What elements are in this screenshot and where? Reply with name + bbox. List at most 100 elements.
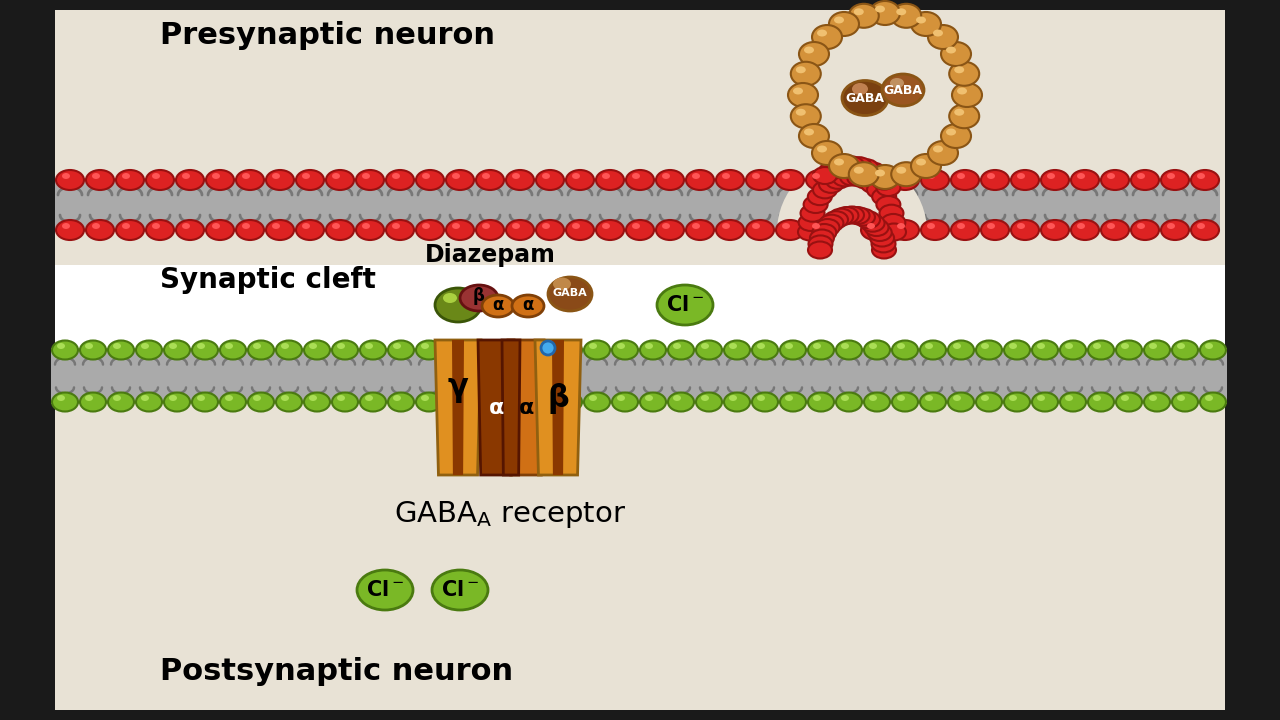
Bar: [695, 348, 723, 404]
Ellipse shape: [696, 341, 722, 359]
Ellipse shape: [248, 341, 274, 359]
Ellipse shape: [452, 223, 460, 229]
Ellipse shape: [483, 173, 490, 179]
Ellipse shape: [337, 343, 346, 349]
Ellipse shape: [785, 343, 794, 349]
Ellipse shape: [800, 204, 824, 222]
Ellipse shape: [1009, 395, 1018, 401]
Ellipse shape: [116, 170, 143, 190]
Ellipse shape: [776, 170, 804, 190]
Text: β: β: [547, 382, 568, 413]
Ellipse shape: [1065, 395, 1073, 401]
Ellipse shape: [305, 392, 330, 412]
Ellipse shape: [177, 170, 204, 190]
Ellipse shape: [812, 223, 820, 229]
Wedge shape: [777, 157, 927, 232]
Ellipse shape: [337, 395, 346, 401]
Ellipse shape: [141, 343, 148, 349]
Ellipse shape: [206, 220, 234, 240]
Ellipse shape: [835, 158, 844, 166]
Ellipse shape: [954, 66, 964, 73]
Ellipse shape: [980, 220, 1009, 240]
Ellipse shape: [556, 341, 582, 359]
Ellipse shape: [813, 395, 820, 401]
Ellipse shape: [108, 341, 134, 359]
Bar: [205, 178, 236, 232]
Ellipse shape: [846, 207, 869, 224]
Ellipse shape: [835, 17, 844, 24]
Text: GABA: GABA: [553, 288, 588, 298]
Ellipse shape: [476, 170, 504, 190]
Ellipse shape: [506, 220, 534, 240]
Ellipse shape: [365, 395, 372, 401]
Ellipse shape: [877, 179, 900, 196]
Ellipse shape: [640, 341, 666, 359]
Ellipse shape: [645, 343, 653, 349]
Ellipse shape: [512, 173, 520, 179]
Ellipse shape: [182, 223, 189, 229]
Ellipse shape: [1172, 341, 1198, 359]
Ellipse shape: [753, 223, 760, 229]
Bar: [294, 178, 325, 232]
Ellipse shape: [780, 392, 806, 412]
Bar: [415, 178, 445, 232]
Ellipse shape: [416, 170, 444, 190]
Ellipse shape: [416, 392, 442, 412]
Text: Cl$^-$: Cl$^-$: [666, 295, 704, 315]
Bar: [891, 348, 919, 404]
Bar: [1130, 178, 1160, 232]
Ellipse shape: [1178, 395, 1185, 401]
Ellipse shape: [730, 343, 737, 349]
Ellipse shape: [536, 170, 564, 190]
Ellipse shape: [841, 343, 849, 349]
Ellipse shape: [980, 170, 1009, 190]
Ellipse shape: [854, 159, 878, 176]
Bar: [445, 178, 475, 232]
Ellipse shape: [332, 223, 340, 229]
Ellipse shape: [730, 395, 737, 401]
Ellipse shape: [722, 173, 730, 179]
Ellipse shape: [815, 219, 840, 236]
Ellipse shape: [867, 181, 891, 199]
Ellipse shape: [332, 341, 358, 359]
Ellipse shape: [416, 220, 444, 240]
Ellipse shape: [1011, 170, 1039, 190]
Ellipse shape: [882, 223, 906, 240]
Ellipse shape: [946, 128, 956, 135]
Ellipse shape: [799, 124, 829, 148]
Ellipse shape: [360, 392, 387, 412]
Ellipse shape: [92, 223, 100, 229]
Ellipse shape: [512, 223, 520, 229]
Ellipse shape: [782, 173, 790, 179]
Bar: [471, 348, 499, 404]
Ellipse shape: [58, 343, 65, 349]
PathPatch shape: [535, 340, 581, 475]
Bar: [805, 178, 835, 232]
Ellipse shape: [169, 343, 177, 349]
Ellipse shape: [589, 395, 596, 401]
Ellipse shape: [596, 170, 625, 190]
Ellipse shape: [1011, 220, 1039, 240]
Ellipse shape: [756, 343, 765, 349]
Ellipse shape: [445, 170, 474, 190]
Bar: [79, 348, 108, 404]
Ellipse shape: [809, 235, 832, 253]
Ellipse shape: [356, 220, 384, 240]
Ellipse shape: [1167, 173, 1175, 179]
Ellipse shape: [212, 223, 220, 229]
Ellipse shape: [872, 173, 896, 189]
Ellipse shape: [253, 395, 261, 401]
Ellipse shape: [954, 395, 961, 401]
Ellipse shape: [1018, 173, 1025, 179]
Ellipse shape: [356, 170, 384, 190]
Ellipse shape: [957, 173, 965, 179]
Ellipse shape: [296, 170, 324, 190]
Ellipse shape: [657, 170, 684, 190]
Bar: [890, 178, 920, 232]
Bar: [108, 348, 134, 404]
Ellipse shape: [911, 154, 941, 178]
Bar: [716, 178, 745, 232]
Ellipse shape: [833, 157, 856, 174]
Ellipse shape: [1144, 392, 1170, 412]
Ellipse shape: [977, 392, 1002, 412]
